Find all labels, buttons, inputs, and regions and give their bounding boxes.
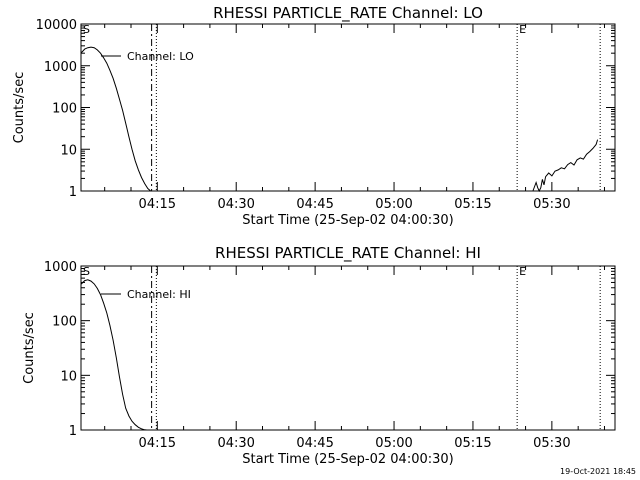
chart-2-title: RHESSI PARTICLE_RATE Channel: HI — [215, 244, 481, 263]
chart-2-xtick-label: 04:45 — [296, 436, 333, 451]
chart-1-xtick-label: 04:30 — [217, 197, 254, 212]
chart-1-xtick-label: 05:00 — [375, 197, 412, 212]
chart-1-ytick-label: 1 — [69, 185, 77, 200]
chart-2-ytick-label: 10 — [60, 369, 77, 384]
chart-2-ytick-label: 1000 — [44, 260, 77, 275]
chart-2-legend-label: Channel: HI — [127, 288, 191, 301]
chart-2-plot-frame — [80, 265, 616, 431]
chart-1-xtick-label: 04:15 — [139, 197, 176, 212]
chart-2-xlabel: Start Time (25-Sep-02 04:00:30) — [242, 452, 453, 467]
chart-1-ytick-label: 100 — [52, 102, 77, 117]
chart-2-ylabel: Counts/sec — [22, 312, 37, 384]
chart-1-xtick-label: 04:45 — [296, 197, 333, 212]
chart-1-xtick-label: 05:30 — [533, 197, 570, 212]
chart-1-series-line — [532, 139, 599, 193]
chart-2-xtick-label: 05:15 — [454, 436, 491, 451]
chart-1-ytick-label: 10000 — [36, 18, 77, 33]
chart-2-xtick-label: 05:30 — [533, 436, 570, 451]
chart-2-ytick-label: 100 — [52, 315, 77, 330]
chart-2-ytick-label: 1 — [69, 424, 77, 439]
chart-2-xtick-label: 04:15 — [139, 436, 176, 451]
chart-1-ytick-label: 10 — [60, 143, 77, 158]
chart-1-ylabel: Counts/sec — [12, 72, 27, 144]
chart-2-marker-e-label: E — [519, 265, 526, 278]
chart-2-xtick-label: 05:00 — [375, 436, 412, 451]
chart-1-marker-e-label: E — [519, 23, 526, 36]
chart-1-marker-s-label: S — [83, 23, 90, 36]
chart-1-xtick-label: 05:15 — [454, 197, 491, 212]
chart-1-title: RHESSI PARTICLE_RATE Channel: LO — [213, 4, 483, 23]
chart-2-xtick-label: 04:30 — [217, 436, 254, 451]
chart-1-series-line — [80, 46, 152, 192]
chart-1-xlabel: Start Time (25-Sep-02 04:00:30) — [242, 213, 453, 228]
chart-1-legend-label: Channel: LO — [127, 50, 194, 63]
chart-1-ytick-label: 1000 — [44, 60, 77, 75]
chart-2-marker-s-label: S — [83, 265, 90, 278]
plot-timestamp: 19-Oct-2021 18:45 — [560, 467, 636, 476]
chart-2-series-line — [80, 279, 147, 431]
